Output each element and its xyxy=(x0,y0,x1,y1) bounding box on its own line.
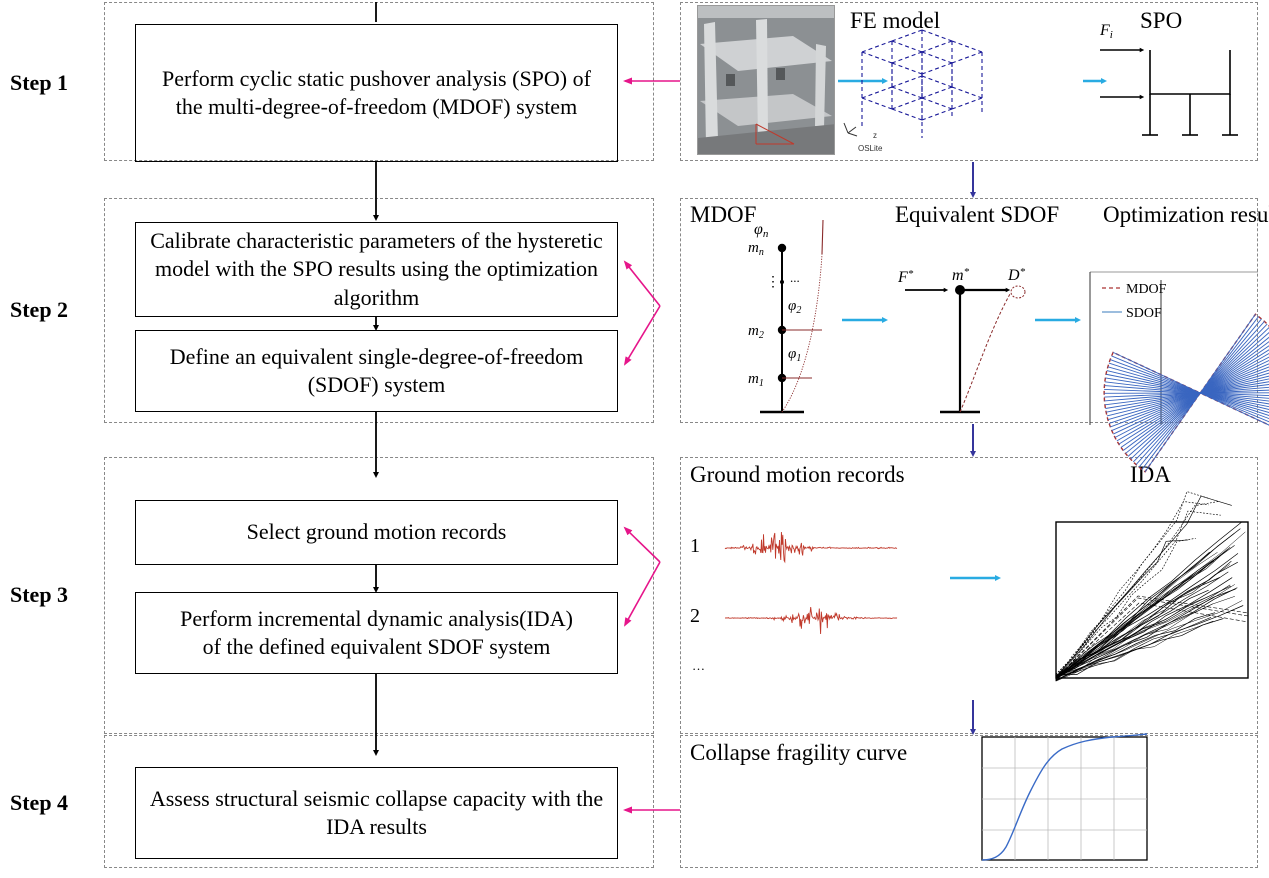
svg-text:D*: D* xyxy=(1007,266,1026,284)
svg-text:m*: m* xyxy=(952,266,970,284)
svg-text:φn: φn xyxy=(754,221,769,240)
svg-text:OSLite: OSLite xyxy=(858,144,883,153)
svg-text:SDOF: SDOF xyxy=(1126,306,1162,321)
svg-text:φ2: φ2 xyxy=(788,298,801,316)
svg-text:mn: mn xyxy=(748,240,764,258)
svg-text:...: ... xyxy=(790,270,800,285)
svg-text:Fi: Fi xyxy=(1099,22,1113,41)
svg-text:φ1: φ1 xyxy=(788,346,801,364)
svg-text:⋮: ⋮ xyxy=(766,275,780,290)
svg-text:z: z xyxy=(873,131,877,140)
svg-text:m1: m1 xyxy=(748,371,764,389)
svg-text:F*: F* xyxy=(897,268,914,286)
svg-text:m2: m2 xyxy=(748,323,764,341)
svg-text:MDOF: MDOF xyxy=(1126,282,1167,297)
